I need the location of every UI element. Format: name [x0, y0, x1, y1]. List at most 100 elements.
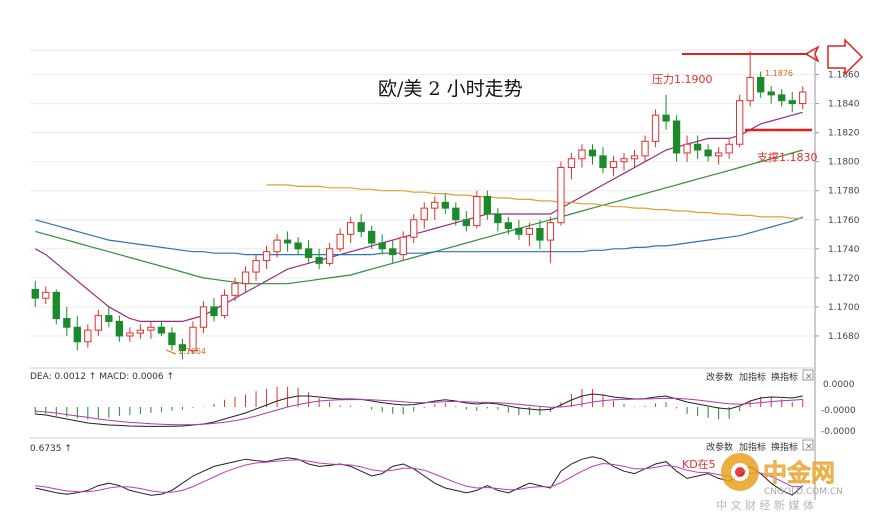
- candle-body: [757, 76, 765, 93]
- kd-annotation: KD在5: [682, 458, 716, 471]
- watermark-brand: 中金网: [763, 459, 835, 487]
- close-icon: ×: [805, 442, 813, 452]
- candle-body: [462, 219, 470, 227]
- candles: [31, 51, 807, 360]
- candle-body: [347, 222, 355, 235]
- candle-body: [199, 306, 208, 328]
- candle-body: [557, 166, 565, 224]
- direction-arrow-icon: [827, 38, 864, 76]
- candle-body: [662, 114, 670, 122]
- candle-body: [410, 219, 418, 238]
- candle-body: [746, 76, 754, 102]
- candle-body: [778, 94, 786, 102]
- macd-tick-1: -0.0000: [821, 406, 856, 416]
- grid: [30, 49, 816, 500]
- candle-body: [336, 233, 344, 250]
- price-tick-label: 1.1680: [828, 332, 860, 342]
- candle-body: [220, 294, 229, 317]
- kd-close-button[interactable]: [802, 439, 814, 451]
- candle-body: [515, 227, 523, 235]
- candle-body: [672, 120, 681, 154]
- price-axis: 1.1860 1.1840 1.1820 1.1800 1.1780 1.1760 1.17…: [815, 71, 860, 342]
- candle-body: [536, 227, 544, 241]
- macd-tick-0: 0.0000: [823, 380, 855, 390]
- brand-logo-dot: [735, 467, 745, 477]
- candle-body: [325, 248, 334, 264]
- price-tick-label: 1.1780: [828, 187, 860, 197]
- candle-body: [725, 143, 733, 154]
- candle-body: [420, 207, 428, 221]
- price-tick-label: 1.1840: [828, 100, 860, 110]
- candle-body: [283, 239, 292, 244]
- candle-body: [441, 201, 449, 209]
- candle-body: [273, 239, 281, 253]
- macd-label: DEA: 0.0012 ↑ MACD: 0.0006 ↑: [30, 372, 174, 382]
- candle-body: [105, 315, 113, 322]
- candle-body: [368, 230, 376, 244]
- price-tick-label: 1.1720: [828, 274, 860, 284]
- candle-body: [52, 291, 60, 320]
- candle-body: [704, 149, 712, 157]
- candle-body: [304, 248, 313, 259]
- chart-title: 欧/美 2 小时走势: [378, 78, 523, 100]
- candle-body: [63, 318, 71, 328]
- candle-body: [578, 149, 586, 160]
- macd-change-params-button[interactable]: 改参数: [706, 371, 733, 383]
- candle-body: [452, 207, 460, 221]
- kd-switch-indicator-button[interactable]: 换指标: [771, 441, 798, 453]
- candle-body: [136, 329, 145, 334]
- candle-body: [630, 155, 639, 160]
- ma-line-3: [266, 184, 803, 219]
- candle-body: [736, 100, 744, 145]
- candle-body: [788, 100, 796, 105]
- candle-body: [42, 291, 50, 299]
- kd-label: 0.6735 ↑: [30, 444, 72, 454]
- candle-body: [189, 326, 197, 351]
- candle-body: [178, 344, 187, 351]
- candle-body: [357, 222, 365, 232]
- candle-body: [84, 329, 92, 343]
- support-label: 支撑1.1830: [757, 150, 818, 164]
- candle-body: [294, 242, 302, 250]
- resistance-arrow-head: [804, 45, 820, 63]
- candle-body: [252, 259, 260, 273]
- candle-body: [641, 140, 649, 157]
- candle-body: [126, 332, 134, 337]
- watermark: 中金网 CNGOLD.COM.CN 中 文 财 经 新 媒 体: [716, 453, 843, 512]
- candle-body: [714, 152, 723, 157]
- candle-body: [494, 213, 502, 224]
- candle-body: [389, 248, 397, 256]
- candle-body: [546, 222, 555, 241]
- candle-body: [683, 143, 691, 154]
- candle-body: [588, 149, 597, 157]
- kd-change-params-button[interactable]: 改参数: [706, 441, 733, 453]
- candle-body: [609, 161, 618, 168]
- candle-body: [231, 283, 239, 296]
- resistance-label: 压力1.1900: [652, 73, 713, 86]
- kd-d-line: [35, 459, 803, 493]
- watermark-slogan: 中 文 财 经 新 媒 体: [716, 498, 814, 512]
- macd-panel: [34, 386, 804, 427]
- macd-close-button[interactable]: [802, 369, 814, 381]
- kd-k-line: [35, 456, 804, 496]
- price-tick-label: 1.1740: [828, 245, 860, 255]
- ma-line-2: [35, 216, 803, 256]
- candle-body: [599, 155, 607, 168]
- macd-switch-indicator-button[interactable]: 换指标: [771, 371, 798, 383]
- candle-body: [431, 201, 439, 209]
- kd-panel: [35, 456, 804, 496]
- candle-body: [262, 251, 271, 261]
- macd-add-indicator-button[interactable]: 加指标: [739, 371, 766, 383]
- watermark-url: CNGOLD.COM.CN: [764, 487, 843, 497]
- candle-body: [315, 257, 323, 264]
- candle-body: [241, 271, 250, 285]
- candle-body: [504, 222, 513, 229]
- candle-body: [693, 143, 702, 151]
- close-icon: ×: [805, 372, 813, 382]
- kd-add-indicator-button[interactable]: 加指标: [739, 441, 766, 453]
- price-tick-label: 1.1820: [828, 129, 860, 139]
- low-pointer: [165, 349, 177, 355]
- macd-dea-line: [35, 397, 803, 426]
- candle-body: [378, 242, 386, 250]
